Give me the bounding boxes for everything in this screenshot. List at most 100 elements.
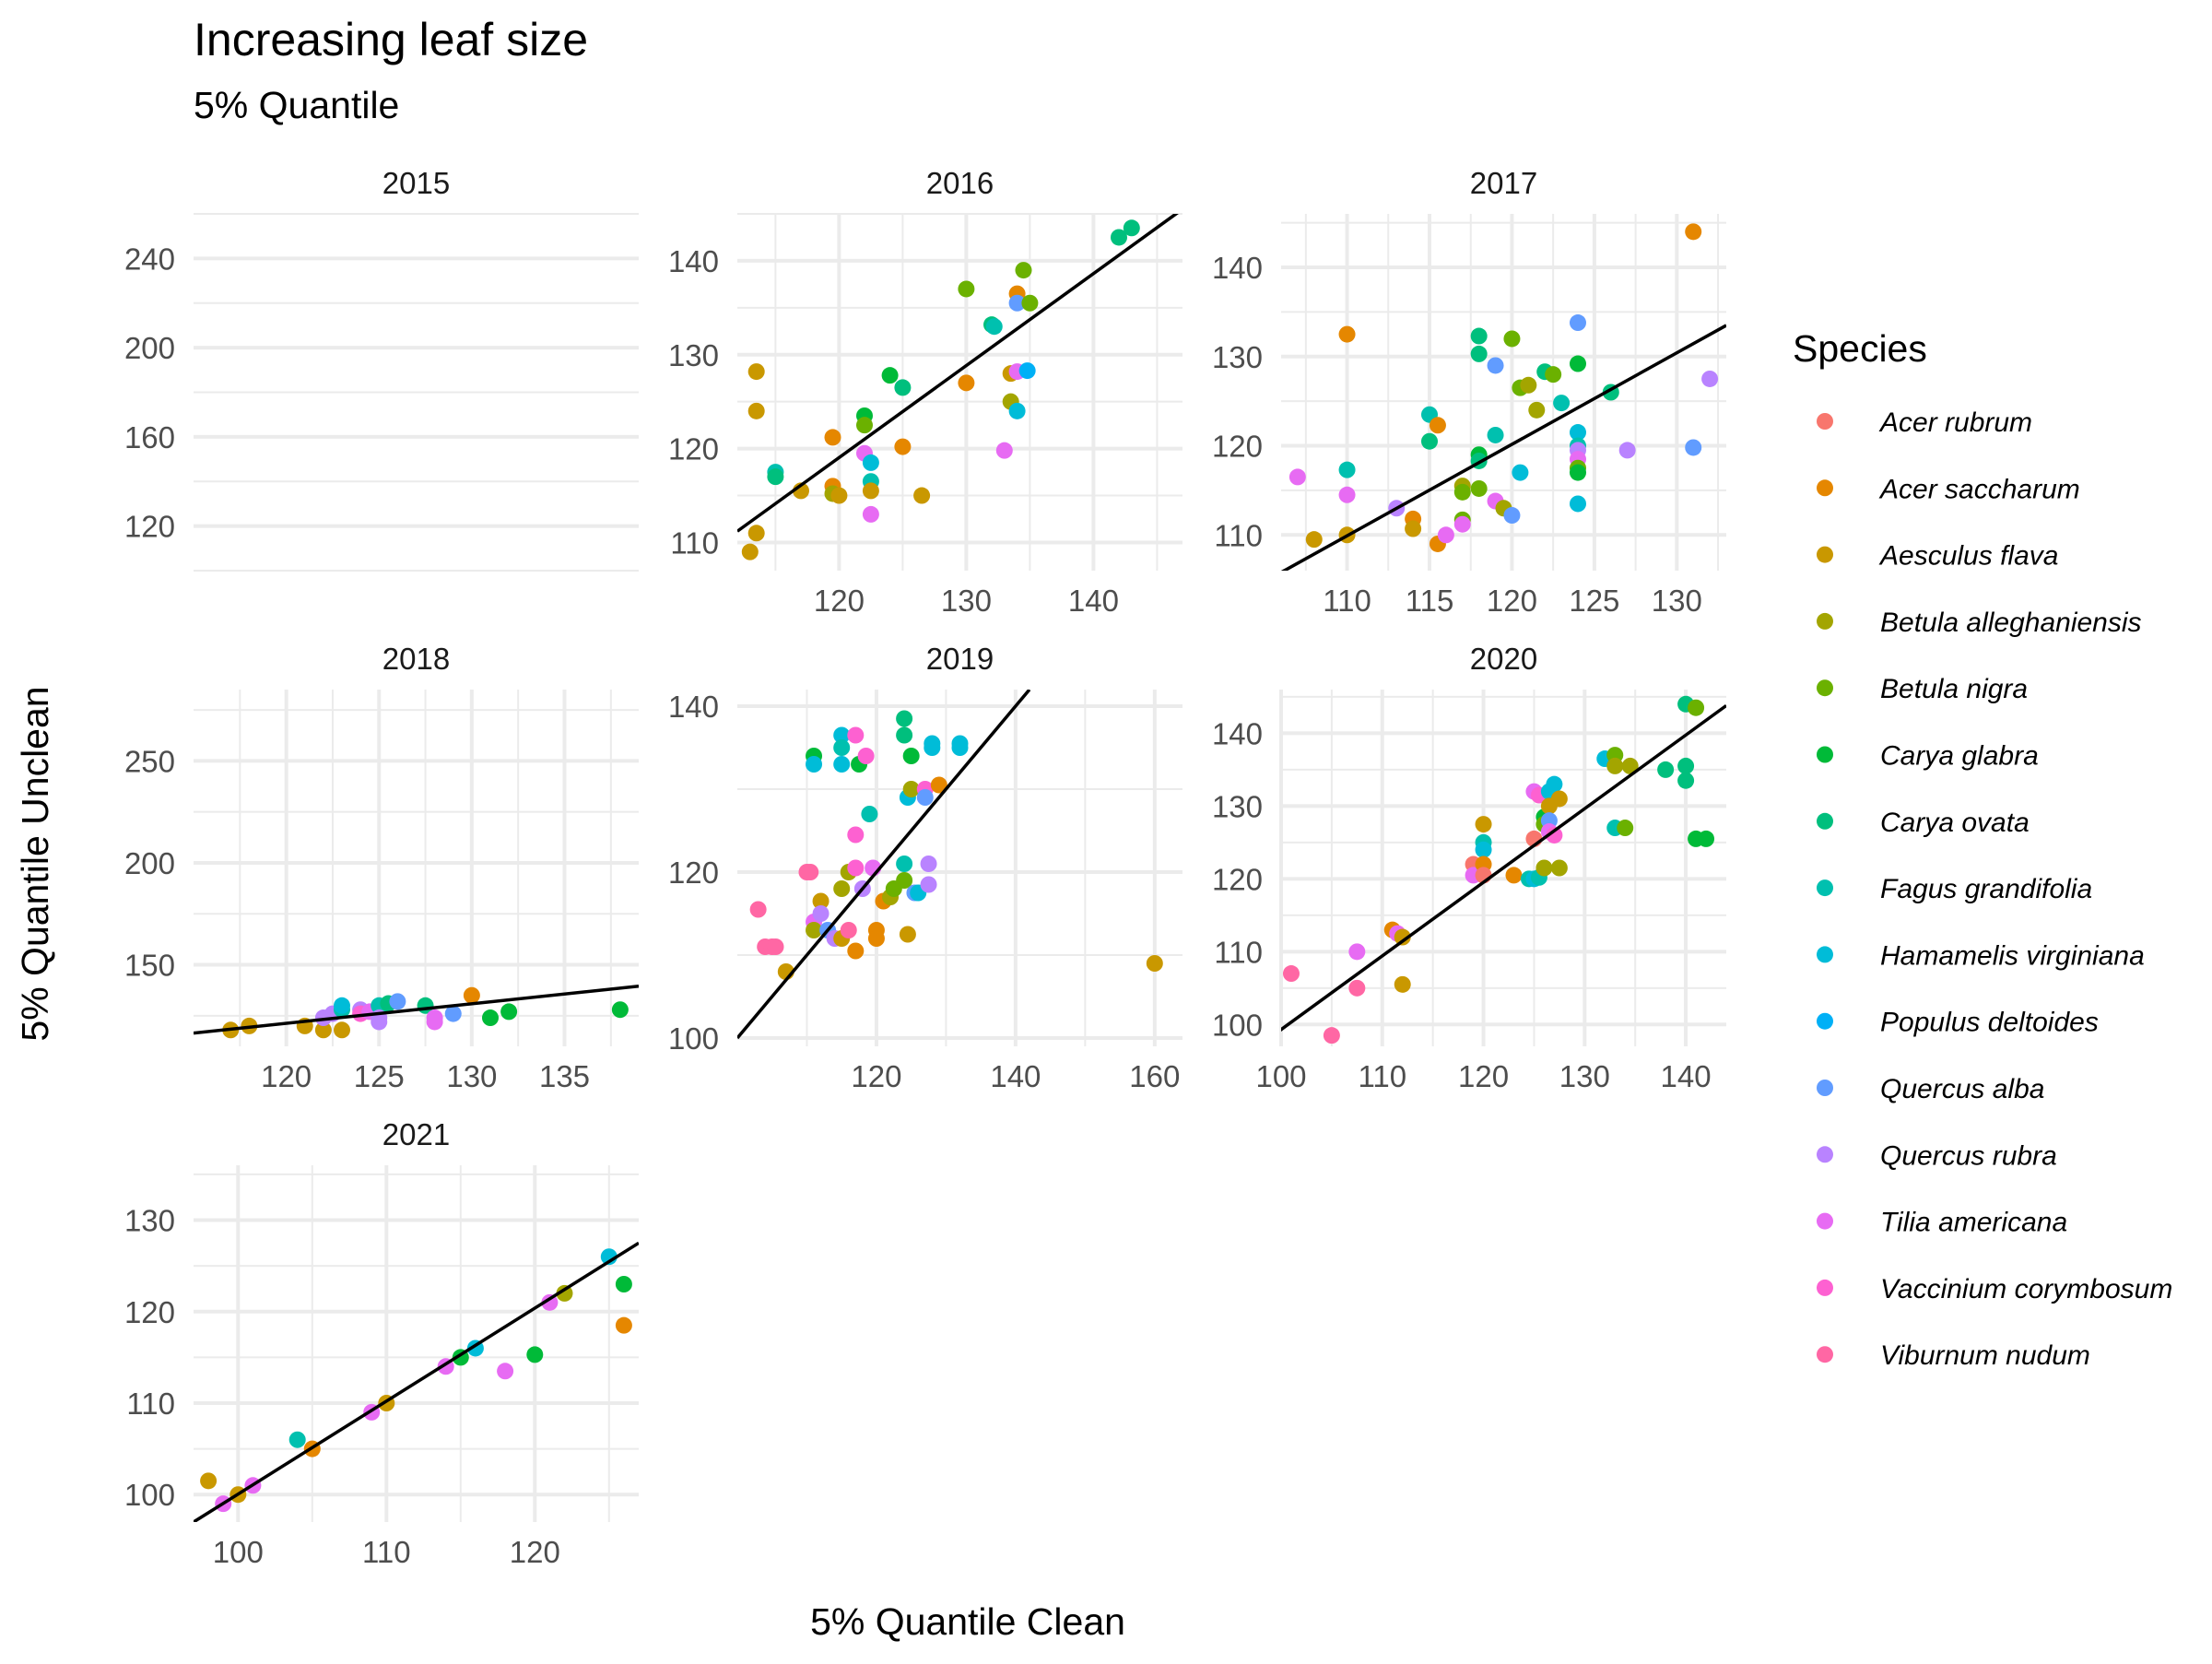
y-tick-label: 250 — [124, 744, 175, 778]
facet-label: 2021 — [382, 1117, 450, 1151]
data-point — [1546, 775, 1563, 793]
data-point — [830, 487, 848, 504]
data-point — [1453, 483, 1471, 501]
data-point — [611, 1001, 629, 1019]
legend-label: Betula alleghaniensis — [1880, 608, 2142, 638]
legend-key — [1817, 546, 1833, 563]
data-point — [1535, 859, 1553, 877]
facet-label: 2018 — [382, 642, 450, 676]
data-point — [1487, 357, 1504, 374]
chart-subtitle: 5% Quantile — [194, 84, 399, 126]
legend-key — [1817, 1212, 1833, 1230]
legend-label: Populus deltoides — [1880, 1008, 2099, 1038]
data-point — [1475, 841, 1492, 858]
data-point — [1187, 419, 1204, 435]
data-point — [894, 438, 912, 455]
x-tick-label: 135 — [539, 1059, 590, 1093]
data-point — [899, 926, 916, 943]
data-point — [334, 997, 350, 1014]
data-point — [1698, 830, 1715, 847]
legend-item: Quercus alba — [1817, 1074, 2044, 1104]
legend-item: Acer saccharum — [1817, 474, 2080, 504]
y-tick-label: 100 — [1212, 1008, 1263, 1042]
data-point — [1550, 859, 1568, 877]
x-tick-label: 130 — [941, 584, 992, 618]
data-point — [930, 776, 947, 794]
data-point — [615, 1276, 632, 1292]
panel-2020: 2020 100 110 120 130 140 100 110 120 130 140 — [1212, 642, 1726, 1093]
y-tick-label: 130 — [1212, 340, 1263, 374]
panel-2015: 2015 120 160 200 240 — [124, 166, 639, 572]
data-point — [995, 442, 1013, 459]
data-point — [1453, 515, 1471, 533]
data-point — [741, 543, 759, 561]
y-tick-label: 110 — [670, 525, 719, 560]
y-tick-label: 160 — [124, 420, 175, 454]
data-point — [833, 756, 851, 773]
data-point — [1338, 486, 1356, 503]
legend-key — [1817, 1279, 1833, 1296]
legend-item: Viburnum nudum — [1817, 1340, 2090, 1371]
panel-2021: 2021 100 110 120 100 110 120 130 — [124, 1117, 639, 1569]
data-point — [1685, 439, 1702, 456]
data-point — [1470, 479, 1488, 497]
data-point — [1677, 757, 1695, 774]
facet-label: 2015 — [382, 166, 450, 200]
points-2020 — [1282, 695, 1715, 1044]
data-point — [371, 1013, 388, 1031]
x-tick-label: 110 — [362, 1535, 411, 1569]
legend-key — [1817, 812, 1833, 830]
data-point — [902, 781, 920, 797]
y-tick-label: 120 — [124, 510, 175, 544]
data-point — [615, 1316, 632, 1334]
legend-label: Betula nigra — [1880, 674, 2028, 704]
panels-layer: 2015 120 160 200 240 2016 120 130 140 110 120 130 14… — [124, 166, 1726, 1569]
data-point — [856, 417, 873, 434]
reference-line — [737, 690, 1031, 1040]
data-point — [526, 1346, 544, 1363]
data-point — [497, 1363, 514, 1380]
data-point — [958, 280, 975, 298]
x-tick-label: 130 — [446, 1059, 497, 1093]
x-tick-label: 100 — [213, 1535, 264, 1569]
legend-label: Hamamelis virginiana — [1880, 940, 2145, 971]
data-point — [1475, 816, 1492, 833]
data-point — [847, 726, 865, 744]
data-point — [1305, 531, 1323, 549]
x-tick-label: 140 — [1661, 1059, 1712, 1093]
data-point — [812, 892, 830, 910]
data-point — [1111, 229, 1127, 246]
y-tick-label: 120 — [1212, 430, 1263, 464]
legend-label: Acer saccharum — [1878, 474, 2080, 504]
x-tick-label: 115 — [1406, 584, 1454, 618]
y-tick-label: 130 — [124, 1204, 175, 1238]
data-point — [867, 930, 885, 947]
legend-item: Betula alleghaniensis — [1817, 608, 2142, 638]
facet-label: 2016 — [926, 166, 994, 200]
data-point — [426, 1013, 443, 1031]
legend-key — [1817, 1012, 1833, 1030]
y-tick-label: 110 — [126, 1387, 175, 1421]
data-point — [767, 468, 784, 486]
x-tick-label: 120 — [1458, 1059, 1509, 1093]
x-tick-label: 100 — [1255, 1059, 1306, 1093]
data-point — [1018, 362, 1036, 380]
data-point — [1421, 432, 1438, 450]
y-tick-label: 240 — [124, 242, 175, 276]
y-tick-label: 140 — [668, 690, 719, 724]
facet-label: 2019 — [926, 642, 994, 676]
y-tick-label: 120 — [668, 432, 719, 466]
data-point — [812, 905, 830, 922]
legend-item: Carya glabra — [1817, 741, 2039, 772]
y-tick-label: 140 — [1212, 716, 1263, 750]
legend-item: Populus deltoides — [1817, 1008, 2099, 1038]
data-point — [916, 789, 934, 806]
x-tick-label: 110 — [1358, 1059, 1406, 1093]
data-point — [1546, 826, 1563, 844]
data-point — [1618, 442, 1636, 459]
data-point — [862, 505, 879, 523]
y-tick-label: 140 — [668, 244, 719, 278]
data-point — [862, 454, 879, 471]
data-point — [482, 1009, 499, 1027]
